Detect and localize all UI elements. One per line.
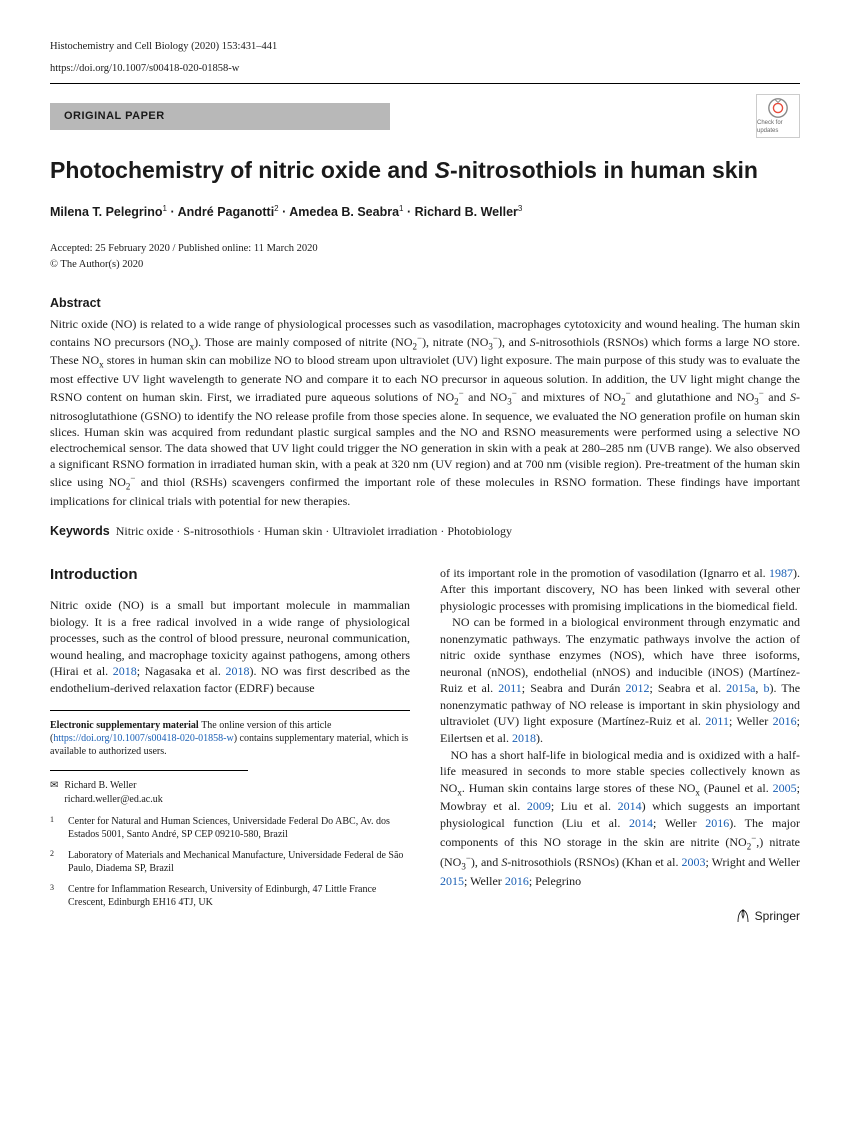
left-column: Introduction Nitric oxide (NO) is a smal… — [50, 565, 410, 925]
keywords-line: Keywords Nitric oxide · S-nitrosothiols … — [50, 523, 800, 541]
intro-para-left: Nitric oxide (NO) is a small but importa… — [50, 597, 410, 696]
corr-name: Richard B. Weller — [64, 779, 162, 793]
suppmat-link[interactable]: https://doi.org/10.1007/s00418-020-01858… — [53, 733, 233, 744]
corr-divider — [50, 770, 248, 771]
doi-line: https://doi.org/10.1007/s00418-020-01858… — [50, 62, 800, 76]
affiliation-item: 1 Center for Natural and Human Sciences,… — [50, 815, 410, 841]
supplementary-material: Electronic supplementary material The on… — [50, 719, 410, 758]
affiliation-item: 3 Centre for Inflammation Research, Univ… — [50, 883, 410, 909]
copyright-line: © The Author(s) 2020 — [50, 258, 800, 273]
envelope-icon: ✉ — [50, 779, 58, 793]
header-divider — [50, 83, 800, 84]
corr-email[interactable]: richard.weller@ed.ac.uk — [64, 793, 162, 807]
suppmat-divider — [50, 710, 410, 711]
publication-dates: Accepted: 25 February 2020 / Published o… — [50, 242, 800, 257]
paper-type-tag: ORIGINAL PAPER — [50, 103, 390, 130]
check-updates-badge[interactable]: Check for updates — [756, 94, 800, 138]
correspondence-block: ✉ Richard B. Weller richard.weller@ed.ac… — [50, 779, 410, 807]
affiliation-item: 2 Laboratory of Materials and Mechanical… — [50, 849, 410, 875]
right-column: of its important role in the promotion o… — [440, 565, 800, 925]
intro-para-right: of its important role in the promotion o… — [440, 565, 800, 890]
introduction-heading: Introduction — [50, 565, 410, 586]
journal-citation: Histochemistry and Cell Biology (2020) 1… — [50, 40, 800, 54]
springer-icon — [735, 908, 751, 924]
author-list: Milena T. Pelegrino1 · André Paganotti2 … — [50, 203, 800, 222]
check-updates-label: Check for updates — [757, 119, 799, 136]
affiliation-list: 1 Center for Natural and Human Sciences,… — [50, 815, 410, 909]
publisher-mark: Springer — [440, 908, 800, 925]
check-updates-icon — [767, 97, 789, 119]
abstract-text: Nitric oxide (NO) is related to a wide r… — [50, 316, 800, 509]
keywords-label: Keywords — [50, 524, 110, 538]
article-title: Photochemistry of nitric oxide and S-nit… — [50, 156, 800, 185]
keywords-text: Nitric oxide · S-nitrosothiols · Human s… — [116, 524, 512, 538]
abstract-heading: Abstract — [50, 295, 800, 313]
